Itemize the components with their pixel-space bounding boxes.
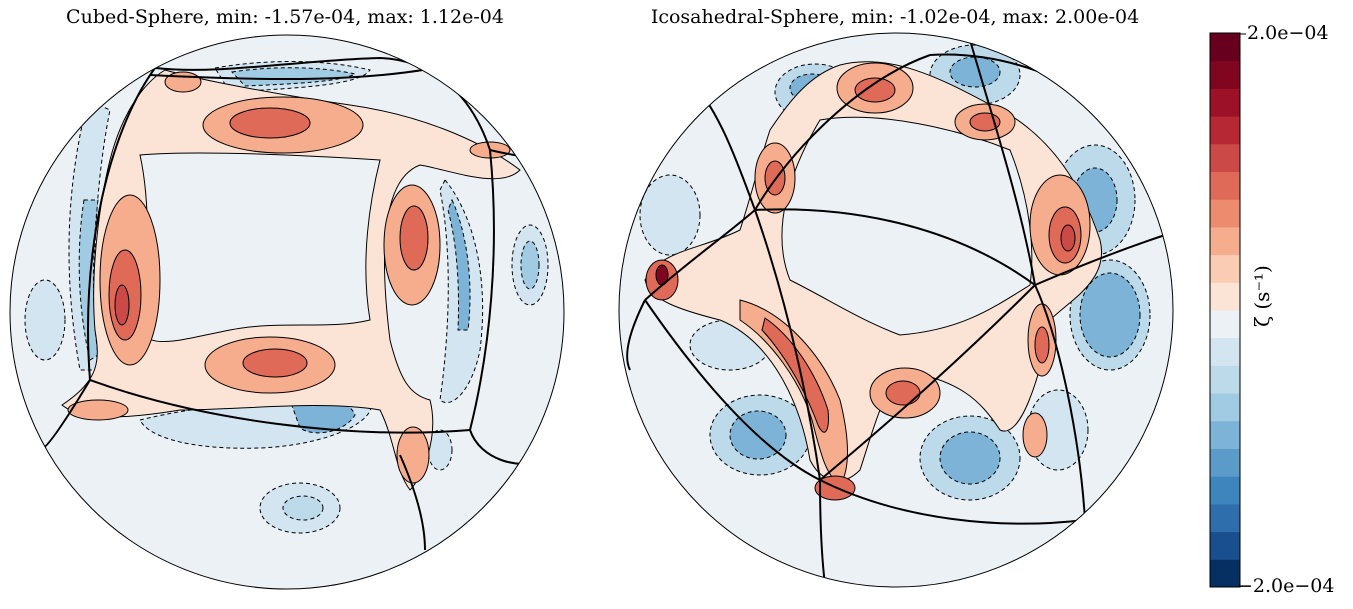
positive-region <box>1034 326 1050 364</box>
colorbar-segment <box>1210 199 1240 228</box>
negative-region <box>939 431 1001 485</box>
colorbar <box>1210 33 1240 588</box>
negative-region <box>447 198 471 331</box>
colorbar-segment <box>1210 310 1240 339</box>
negative-region <box>520 240 540 290</box>
positive-region <box>399 205 429 271</box>
colorbar-segment <box>1210 559 1240 588</box>
colorbar-segment <box>1210 33 1240 62</box>
colorbar-segment <box>1210 143 1240 172</box>
negative-region <box>639 174 701 256</box>
negative-region <box>230 67 357 87</box>
positive-region <box>1022 412 1048 458</box>
sphere-outline-icosahedral <box>618 32 1174 588</box>
colorbar-segment <box>1210 60 1240 89</box>
panel-title-icosahedral-sphere: Icosahedral-Sphere, min: -1.02e-04, max:… <box>650 6 1140 28</box>
positive-region <box>885 380 921 406</box>
colorbar-segment <box>1210 88 1240 117</box>
panel-title-cubed-sphere: Cubed-Sphere, min: -1.57e-04, max: 1.12e… <box>66 6 504 28</box>
colorbar-segment <box>1210 476 1240 505</box>
colorbar-segment <box>1210 448 1240 477</box>
colorbar-segment <box>1210 393 1240 422</box>
positive-region <box>396 426 430 484</box>
colorbar-segment <box>1210 531 1240 560</box>
positive-region <box>761 317 829 433</box>
positive-region <box>67 399 129 421</box>
positive-region <box>139 152 381 342</box>
colorbar-max-label: 2.0e−04 <box>1247 22 1329 44</box>
colorbar-segment <box>1210 254 1240 283</box>
sphere-icosahedral <box>618 32 1174 588</box>
colorbar-segment <box>1210 337 1240 366</box>
colorbar-segment <box>1210 116 1240 145</box>
negative-region <box>949 56 1001 88</box>
colorbar-segment <box>1210 171 1240 200</box>
positive-region <box>854 77 896 103</box>
positive-region <box>229 107 311 139</box>
colorbar-segment <box>1210 282 1240 311</box>
sphere-outline-cubed <box>9 34 565 590</box>
positive-region <box>242 348 308 378</box>
negative-region <box>282 495 324 521</box>
positive-region <box>114 284 130 326</box>
negative-region <box>1079 272 1141 358</box>
colorbar-segment <box>1210 226 1240 256</box>
colorbar-segment <box>1210 365 1240 394</box>
negative-region <box>24 279 66 361</box>
negative-region <box>289 397 356 434</box>
positive-region <box>1060 224 1076 252</box>
colorbar-segment <box>1210 420 1240 449</box>
colorbar-min-label: −2.0e−04 <box>1237 575 1335 597</box>
colorbar-axis-label: ζ (s⁻¹) <box>1250 265 1274 327</box>
sphere-cubed <box>9 34 565 590</box>
colorbar-frame <box>1209 32 1241 588</box>
colorbar-segment <box>1210 503 1240 533</box>
